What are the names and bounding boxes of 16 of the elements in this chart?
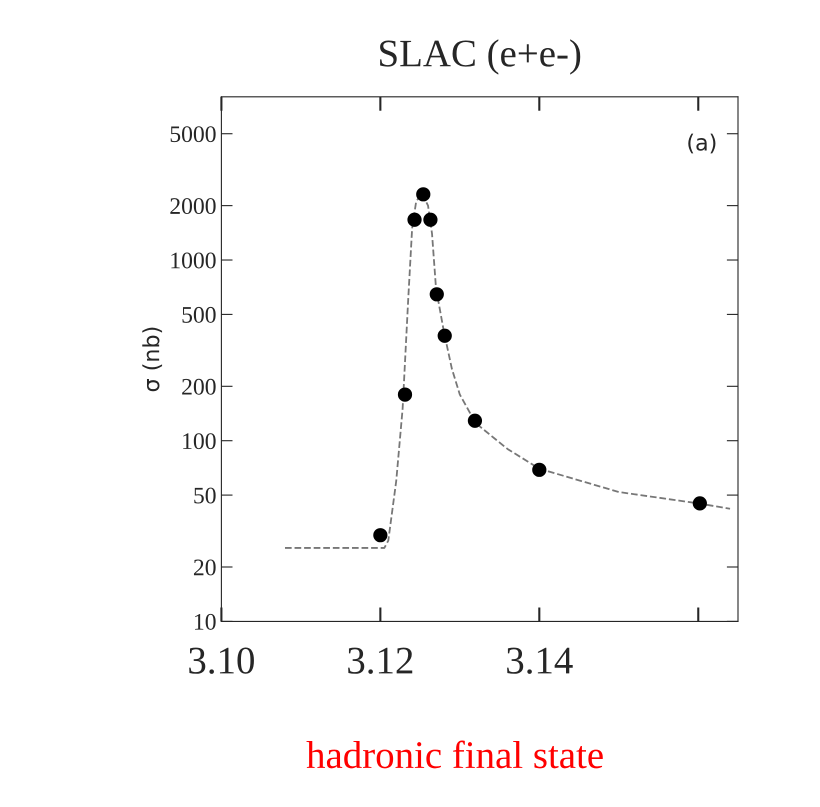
text: hadronic final state xyxy=(306,740,603,768)
y-tick-label: 200 xyxy=(182,378,216,395)
y-tick-label: 5000 xyxy=(170,126,216,142)
y-tick-label: 100 xyxy=(183,433,216,450)
x-tick-label: 3.14 xyxy=(507,648,573,674)
chart-title: SLAC (e+e-) xyxy=(380,39,580,75)
x-tick-label: 3.12 xyxy=(348,648,412,674)
y-tick-label: 500 xyxy=(182,306,216,323)
y-tick-label: 1000 xyxy=(171,252,216,268)
y-axis-title: σ (nb) xyxy=(142,328,162,392)
annotation: (a) xyxy=(688,134,716,154)
x-tick-label: 3.10 xyxy=(189,648,254,674)
y-tick-label: 50 xyxy=(194,488,216,504)
y-tick-label: 10 xyxy=(195,614,216,630)
y-tick-label: 2000 xyxy=(170,198,216,214)
y-tick-label: 20 xyxy=(194,559,216,576)
